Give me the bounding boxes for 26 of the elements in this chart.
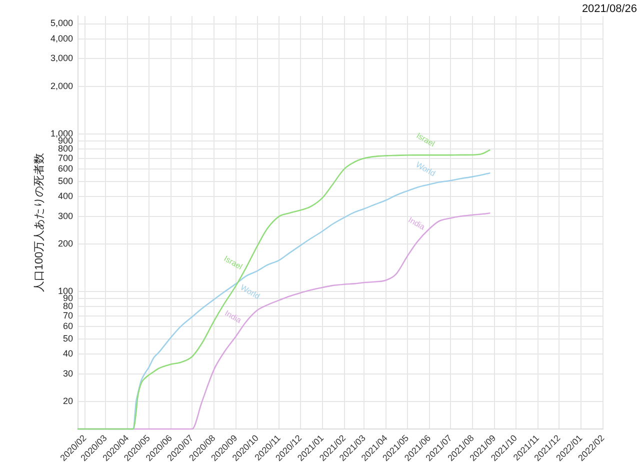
y-tick-label: 90 xyxy=(62,293,73,304)
y-tick-label: 600 xyxy=(58,163,73,174)
y-tick-label: 60 xyxy=(62,320,73,331)
y-tick-label: 4,000 xyxy=(50,34,73,44)
text: India xyxy=(406,215,427,232)
y-tick-label: 40 xyxy=(62,348,73,359)
y-tick-label: 3,000 xyxy=(50,53,73,64)
y-tick-label: 5,000 xyxy=(50,18,73,28)
y-tick-label: 100 xyxy=(58,286,73,296)
y-tick-label: 50 xyxy=(62,333,73,344)
text: India xyxy=(223,308,243,325)
y-tick-label: 900 xyxy=(58,136,73,146)
y-tick-label: 70 xyxy=(62,310,73,320)
y-tick-label: 2,000 xyxy=(50,80,73,91)
chart-title: 2021/08/26 xyxy=(582,3,637,15)
y-tick-label: 700 xyxy=(58,152,73,163)
y-tick-label: 1,000 xyxy=(50,128,73,138)
y-tick-label: 20 xyxy=(62,396,73,406)
y-tick-label: 80 xyxy=(62,301,73,312)
y-tick-label: 800 xyxy=(58,144,73,154)
y-tick-label: 400 xyxy=(58,191,73,202)
y-tick-label: 30 xyxy=(62,368,73,378)
y-tick-label: 200 xyxy=(58,238,73,249)
y-axis-title: 人口100万人あたりの死者数 xyxy=(32,152,46,292)
y-tick-label: 500 xyxy=(58,176,73,186)
y-tick-label: 300 xyxy=(58,210,73,221)
